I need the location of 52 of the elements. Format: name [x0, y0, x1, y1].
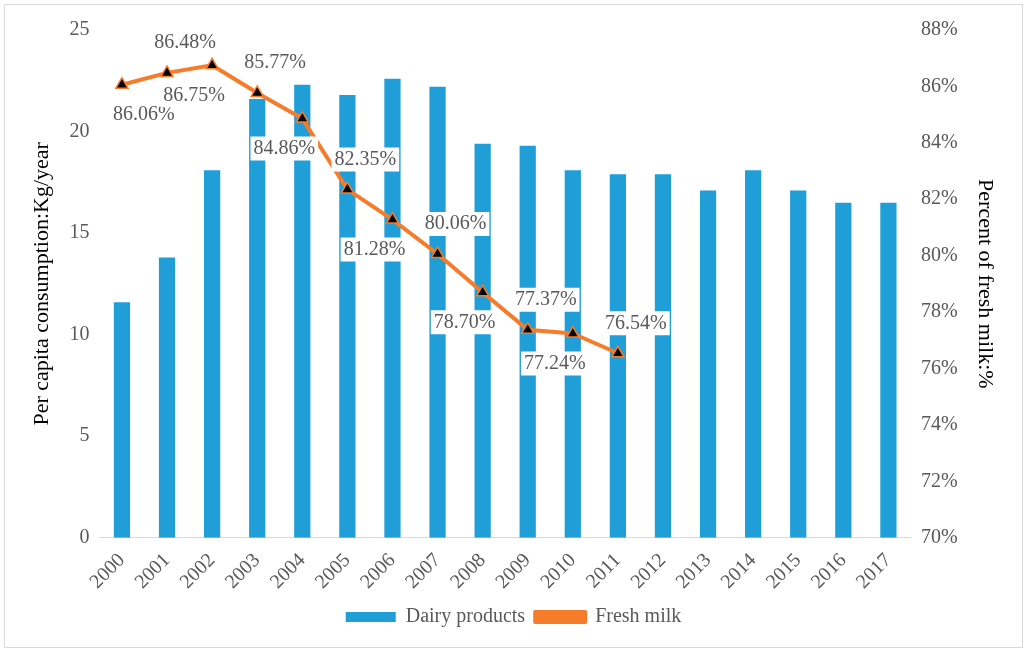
y2-tick-label: 82% [920, 186, 958, 209]
data-label: 85.77% [244, 50, 307, 73]
point [340, 181, 355, 194]
x-tick-label: 2011 [581, 548, 625, 592]
y2-tick-label: 74% [920, 412, 958, 435]
point [160, 65, 174, 78]
data-label: 77.24% [523, 350, 586, 373]
data-label: 86.75% [163, 82, 225, 105]
point [565, 325, 580, 338]
y2-tick-label: 86% [920, 73, 958, 96]
y2-tick-label: 88% [920, 17, 958, 40]
y2-tick-label: 76% [920, 355, 958, 378]
y-tick-label: 5 [79, 423, 90, 446]
bar [113, 302, 131, 538]
point [430, 246, 445, 259]
legend-label: Dairy products [405, 604, 526, 628]
y2-tick-label: 78% [920, 299, 958, 322]
data-label: 76.54% [605, 310, 667, 333]
bar [790, 190, 807, 538]
data-label: 77.37% [514, 287, 577, 310]
data-label: 82.35% [334, 146, 397, 169]
data-label: 81.28% [343, 236, 406, 259]
point [520, 322, 535, 335]
y-tick-label: 20 [69, 118, 90, 141]
y2-tick-label: 70% [920, 525, 958, 547]
y-tick-label: 10 [69, 321, 90, 344]
point [250, 85, 265, 98]
data-label: 84.86% [253, 135, 316, 158]
point [475, 284, 490, 297]
legend-label: Fresh milk [595, 604, 682, 627]
y2-tick-label: 72% [920, 468, 958, 491]
data-label: 80.06% [424, 211, 487, 234]
point [295, 110, 310, 123]
point [205, 57, 219, 70]
point [385, 211, 400, 224]
y2-tick-label: 80% [920, 242, 958, 265]
bar [158, 257, 176, 538]
y-axis-title: Per capita consumption:Kg/year [27, 141, 53, 426]
y-tick-label: 0 [79, 525, 90, 547]
bar [204, 170, 221, 538]
y2-axis-title: Percent of fresh milk:% [974, 179, 1000, 389]
bar [835, 202, 852, 538]
data-label: 78.70% [433, 309, 496, 332]
bar [699, 190, 717, 538]
bar [745, 170, 762, 538]
bar [880, 202, 897, 538]
point [115, 76, 129, 89]
y2-tick-label: 84% [920, 130, 958, 153]
y-tick-label: 25 [69, 17, 90, 40]
y-tick-label: 15 [69, 220, 90, 243]
data-label: 86.48% [154, 30, 216, 53]
point [611, 345, 625, 358]
